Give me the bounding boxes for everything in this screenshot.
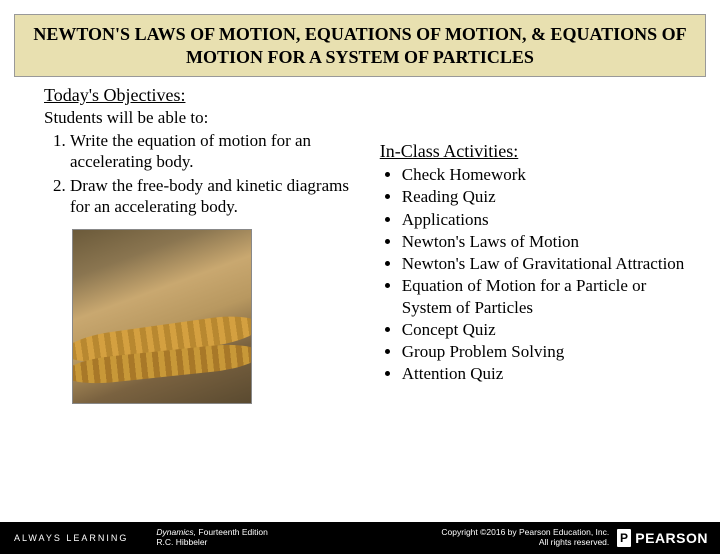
- footer-bar: ALWAYS LEARNING Dynamics, Fourteenth Edi…: [0, 522, 720, 554]
- activities-column: In-Class Activities: Check Homework Read…: [380, 85, 690, 404]
- publisher-logo: P PEARSON: [617, 529, 720, 547]
- objectives-heading: Today's Objectives:: [44, 85, 370, 106]
- tagline: ALWAYS LEARNING: [0, 533, 128, 543]
- publisher-name: PEARSON: [635, 530, 708, 546]
- book-author: R.C. Hibbeler: [156, 537, 207, 547]
- objectives-list: Write the equation of motion for an acce…: [44, 130, 370, 217]
- activity-item: Equation of Motion for a Particle or Sys…: [402, 275, 690, 318]
- activity-item: Newton's Laws of Motion: [402, 231, 690, 252]
- objectives-column: Today's Objectives: Students will be abl…: [44, 85, 370, 404]
- activity-item: Concept Quiz: [402, 319, 690, 340]
- activity-item: Newton's Law of Gravitational Attraction: [402, 253, 690, 274]
- book-title: Dynamics,: [156, 527, 198, 537]
- slide-title: NEWTON'S LAWS OF MOTION, EQUATIONS OF MO…: [25, 23, 695, 68]
- copyright: Copyright ©2016 by Pearson Education, In…: [441, 528, 617, 548]
- activities-heading: In-Class Activities:: [380, 141, 690, 162]
- content-area: Today's Objectives: Students will be abl…: [0, 85, 720, 404]
- activity-item: Attention Quiz: [402, 363, 690, 384]
- copyright-line1: Copyright ©2016 by Pearson Education, In…: [441, 527, 609, 537]
- slide-title-bar: NEWTON'S LAWS OF MOTION, EQUATIONS OF MO…: [14, 14, 706, 77]
- objective-item: Write the equation of motion for an acce…: [70, 130, 370, 173]
- activity-item: Reading Quiz: [402, 186, 690, 207]
- objective-item: Draw the free-body and kinetic diagrams …: [70, 175, 370, 218]
- illustration-image: [72, 229, 252, 404]
- activity-item: Check Homework: [402, 164, 690, 185]
- copyright-line2: All rights reserved.: [539, 537, 609, 547]
- activity-item: Applications: [402, 209, 690, 230]
- activity-item: Group Problem Solving: [402, 341, 690, 362]
- book-edition: Fourteenth Edition: [198, 527, 267, 537]
- activities-list: Check Homework Reading Quiz Applications…: [380, 164, 690, 385]
- book-info: Dynamics, Fourteenth Edition R.C. Hibbel…: [128, 528, 268, 548]
- publisher-p-icon: P: [617, 529, 631, 547]
- objectives-intro: Students will be able to:: [44, 108, 370, 128]
